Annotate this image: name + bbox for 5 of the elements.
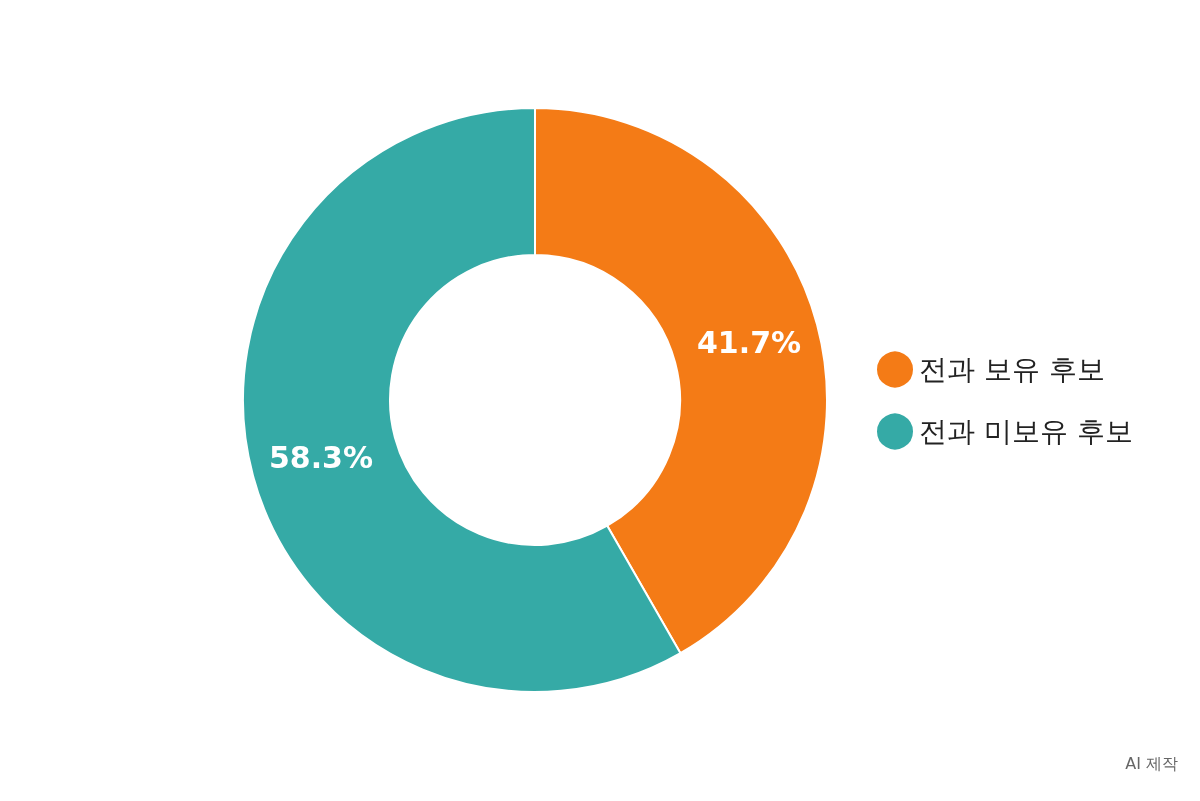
data-label: 41.7% <box>696 325 802 361</box>
text: AI 제작 <box>1125 753 1178 773</box>
data-label: 58.3% <box>268 439 374 475</box>
legend-label: 전과 보유 후보 <box>919 353 1105 386</box>
legend-label: 전과 미보유 후보 <box>919 415 1133 448</box>
